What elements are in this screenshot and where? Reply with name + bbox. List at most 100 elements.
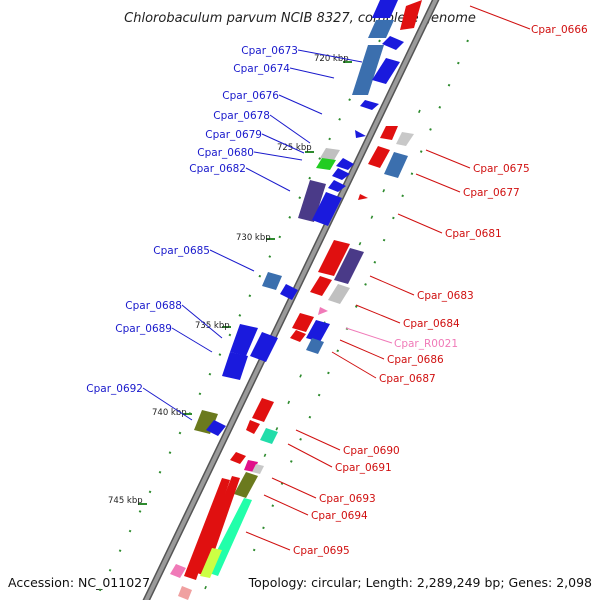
- reverse-leader-lines: [245, 5, 531, 551]
- gene-cpar-0686[interactable]: [306, 320, 330, 342]
- gene-arrow[interactable]: [396, 132, 414, 146]
- label-cpar-0678[interactable]: Cpar_0678: [213, 110, 270, 122]
- gene-arrow[interactable]: [368, 20, 394, 38]
- gene-arrow[interactable]: [328, 180, 346, 192]
- label-cpar-0688[interactable]: Cpar_0688: [125, 300, 182, 312]
- label-cpar-0674[interactable]: Cpar_0674: [233, 63, 290, 75]
- genome-backbone: [142, 0, 440, 600]
- gene-cpar-0691[interactable]: [260, 428, 278, 444]
- leader-cpar-0687: [331, 351, 377, 379]
- gene-cpar-0673[interactable]: [352, 45, 384, 95]
- gene-cpar-0694[interactable]: [234, 472, 258, 498]
- gene-arrow[interactable]: [246, 420, 260, 434]
- label-cpar-0694[interactable]: Cpar_0694: [311, 510, 368, 522]
- gene-cpar-0666[interactable]: [400, 0, 422, 30]
- gene-arrow[interactable]: [184, 478, 230, 580]
- backbone-line: [144, 0, 438, 600]
- gene-arrow[interactable]: [280, 284, 298, 300]
- gene-cpar-0676[interactable]: [360, 100, 379, 110]
- leader-cpar-0682: [245, 167, 291, 192]
- label-cpar-0685[interactable]: Cpar_0685: [153, 245, 210, 257]
- gene-cpar-0679[interactable]: [320, 148, 340, 160]
- leader-cpar-0677: [415, 173, 461, 193]
- gene-arrow[interactable]: [252, 464, 264, 474]
- gene-cpar-0675[interactable]: [380, 126, 398, 140]
- kbp-label-730: 730 kbp: [236, 233, 271, 243]
- gene-cpar-0689[interactable]: [222, 352, 248, 380]
- gene-cpar-0682[interactable]: [298, 180, 326, 222]
- leader-cpar-0673: [297, 49, 363, 63]
- leader-cpar-0689: [171, 327, 213, 353]
- reverse-genes: [170, 0, 422, 600]
- gene-arrow[interactable]: [310, 276, 332, 296]
- gene-arrow[interactable]: [290, 330, 306, 342]
- gene-cpar-0690[interactable]: [252, 398, 274, 422]
- label-cpar-0673[interactable]: Cpar_0673: [241, 45, 298, 57]
- label-cpar-0690[interactable]: Cpar_0690: [343, 445, 400, 457]
- gene-cpar-0683[interactable]: [334, 248, 364, 284]
- leader-cpar-r0021: [345, 327, 393, 344]
- gene-arrow[interactable]: [250, 332, 278, 362]
- gene-arrow[interactable]: [382, 36, 404, 50]
- accession-text: Accession: NC_011027: [8, 575, 150, 590]
- label-cpar-0693[interactable]: Cpar_0693: [319, 493, 376, 505]
- gene-cpar-0687[interactable]: [306, 338, 324, 354]
- gene-arrow[interactable]: [336, 158, 354, 170]
- label-cpar-r0021[interactable]: Cpar_R0021: [394, 338, 458, 350]
- kbp-label-745: 745 kbp: [108, 496, 143, 506]
- leader-cpar-0679: [261, 133, 305, 154]
- gene-cpar-r0021[interactable]: [318, 307, 328, 315]
- leader-cpar-0693: [271, 477, 317, 499]
- gene-arrow[interactable]: [318, 240, 350, 276]
- kbp-label-740: 740 kbp: [152, 408, 187, 418]
- gene-arrow[interactable]: [178, 586, 192, 600]
- leader-cpar-0688: [181, 304, 223, 339]
- gene-cpar-0685[interactable]: [262, 272, 282, 290]
- label-cpar-0677[interactable]: Cpar_0677: [463, 187, 520, 199]
- label-cpar-0681[interactable]: Cpar_0681: [445, 228, 502, 240]
- topology-text: Topology: circular; Length: 2,289,249 bp…: [248, 575, 592, 590]
- gene-arrow[interactable]: [170, 564, 186, 578]
- gene-arrow[interactable]: [372, 0, 398, 18]
- gene-arrow[interactable]: [200, 548, 222, 578]
- gene-cpar-0680[interactable]: [316, 158, 336, 170]
- label-cpar-0675[interactable]: Cpar_0675: [473, 163, 530, 175]
- label-cpar-0689[interactable]: Cpar_0689: [115, 323, 172, 335]
- label-cpar-0680[interactable]: Cpar_0680: [197, 147, 254, 159]
- label-cpar-0676[interactable]: Cpar_0676: [222, 90, 279, 102]
- kbp-label-725: 725 kbp: [277, 143, 312, 153]
- label-cpar-0682[interactable]: Cpar_0682: [189, 163, 246, 175]
- leader-cpar-0685: [209, 249, 255, 272]
- gene-cpar-0688[interactable]: [230, 324, 258, 356]
- label-cpar-0683[interactable]: Cpar_0683: [417, 290, 474, 302]
- forward-genes: [194, 0, 404, 436]
- gene-arrow[interactable]: [368, 146, 390, 168]
- gene-cpar-0677[interactable]: [384, 152, 408, 178]
- gene-cpar-0674[interactable]: [372, 58, 400, 84]
- gene-arrow[interactable]: [206, 420, 226, 436]
- gene-arrow[interactable]: [292, 313, 314, 332]
- label-cpar-0686[interactable]: Cpar_0686: [387, 354, 444, 366]
- leader-cpar-0666: [469, 5, 531, 30]
- leader-cpar-0675: [425, 149, 471, 169]
- label-cpar-0684[interactable]: Cpar_0684: [403, 318, 460, 330]
- leader-cpar-0695: [245, 531, 291, 551]
- label-cpar-0695[interactable]: Cpar_0695: [293, 545, 350, 557]
- gene-cpar-0681[interactable]: [358, 194, 368, 200]
- label-cpar-0692[interactable]: Cpar_0692: [86, 383, 143, 395]
- leader-cpar-0681: [397, 213, 443, 234]
- gene-arrow[interactable]: [332, 168, 350, 180]
- gene-cpar-0678[interactable]: [355, 130, 366, 138]
- gene-arrow[interactable]: [312, 192, 342, 226]
- label-cpar-0687[interactable]: Cpar_0687: [379, 373, 436, 385]
- middle-tick-track: [199, 109, 421, 600]
- gene-arrow[interactable]: [230, 452, 246, 464]
- label-cpar-0666[interactable]: Cpar_0666: [531, 24, 588, 36]
- label-cpar-0679[interactable]: Cpar_0679: [205, 129, 262, 141]
- kbp-label-720: 720 kbp: [314, 54, 349, 64]
- leader-cpar-0674: [289, 67, 335, 79]
- label-cpar-0691[interactable]: Cpar_0691: [335, 462, 392, 474]
- gene-cpar-0684[interactable]: [328, 284, 350, 304]
